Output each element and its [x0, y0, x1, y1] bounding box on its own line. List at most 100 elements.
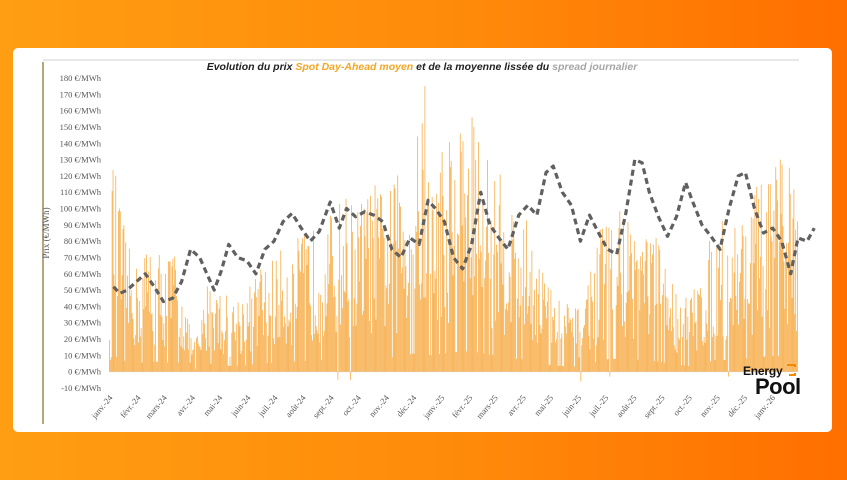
price-bar — [634, 270, 636, 372]
price-bar — [460, 151, 462, 372]
price-bar — [778, 355, 779, 372]
price-bar — [381, 228, 383, 372]
price-bar — [499, 174, 501, 372]
price-bar — [147, 271, 149, 372]
price-bar — [353, 298, 355, 372]
price-bar — [253, 326, 254, 372]
price-bar — [412, 254, 414, 372]
price-bar — [387, 235, 389, 372]
price-bar — [565, 333, 567, 372]
price-bar — [523, 229, 525, 372]
price-bar — [546, 301, 548, 372]
price-bar — [468, 168, 469, 372]
price-bar — [408, 282, 409, 372]
price-bar — [693, 289, 695, 372]
price-bar — [187, 349, 189, 372]
price-bar — [262, 310, 264, 372]
price-bar — [176, 300, 178, 372]
price-bar — [231, 332, 233, 372]
price-bar — [206, 350, 207, 372]
price-bar — [312, 230, 314, 372]
price-bar — [613, 358, 615, 372]
price-bar — [784, 308, 786, 372]
price-bar — [709, 240, 710, 372]
x-tick-label: oct.-24 — [340, 392, 363, 417]
price-bar — [473, 126, 475, 372]
price-bar — [418, 211, 419, 372]
price-bar — [409, 234, 410, 372]
price-bar — [535, 335, 536, 372]
price-bar — [746, 358, 748, 372]
price-bar — [147, 292, 148, 372]
price-bar — [628, 290, 630, 372]
price-bar — [670, 308, 671, 372]
price-bar — [155, 280, 157, 372]
price-bar — [681, 365, 682, 372]
price-bar — [175, 269, 176, 372]
price-bar — [234, 331, 235, 372]
price-bar — [543, 299, 545, 372]
price-bar — [129, 296, 131, 372]
price-bar — [334, 296, 336, 372]
price-bar — [712, 326, 714, 372]
price-bar — [426, 273, 428, 372]
price-bar — [380, 194, 381, 372]
price-bar — [263, 335, 264, 372]
price-bar — [518, 317, 520, 372]
price-bar — [464, 193, 466, 372]
price-bar — [215, 313, 216, 372]
price-bar — [369, 320, 371, 372]
price-bar — [607, 359, 609, 372]
price-bar — [552, 316, 554, 372]
price-bar — [136, 268, 138, 372]
x-tick-label: févr.-24 — [118, 392, 143, 419]
price-bar — [288, 319, 290, 372]
price-bar — [584, 325, 585, 372]
price-bar — [266, 363, 268, 372]
price-bar — [390, 190, 391, 372]
price-bar — [692, 336, 694, 372]
price-bar — [321, 360, 322, 372]
price-bar — [142, 277, 144, 372]
price-bar — [395, 240, 397, 372]
price-bar — [555, 339, 557, 372]
price-bar — [354, 249, 356, 372]
price-bar — [311, 335, 312, 372]
price-bar — [255, 296, 257, 372]
price-bar — [113, 274, 115, 372]
price-bar — [758, 199, 759, 372]
price-bar — [522, 295, 524, 372]
price-bar — [146, 254, 147, 372]
price-bar — [738, 324, 739, 372]
price-bar — [270, 316, 272, 372]
price-bar — [392, 243, 394, 372]
price-bar — [150, 314, 152, 372]
price-bar — [374, 185, 376, 372]
price-bar — [336, 316, 338, 372]
price-bar — [371, 333, 372, 372]
price-bar — [481, 286, 483, 372]
price-bar — [350, 371, 351, 380]
y-tick-label: 70 €/MWh — [64, 252, 102, 262]
price-bar — [782, 226, 784, 372]
price-bar — [293, 361, 295, 372]
price-bar — [686, 339, 688, 372]
price-bar — [433, 293, 435, 372]
price-bar — [568, 322, 570, 372]
price-bar — [766, 212, 768, 372]
price-bar — [525, 287, 526, 372]
price-bar — [557, 365, 559, 372]
price-bar — [755, 243, 757, 372]
price-bar — [470, 257, 472, 372]
price-bar — [521, 359, 523, 372]
price-bar — [544, 283, 545, 372]
price-bar — [292, 264, 293, 372]
price-bar — [466, 351, 468, 372]
price-bar — [304, 360, 306, 372]
price-bar — [425, 297, 427, 372]
price-bar — [526, 220, 527, 372]
price-bar — [385, 285, 387, 372]
price-bar — [428, 182, 429, 372]
price-bar — [221, 330, 223, 372]
price-bar — [538, 269, 540, 372]
